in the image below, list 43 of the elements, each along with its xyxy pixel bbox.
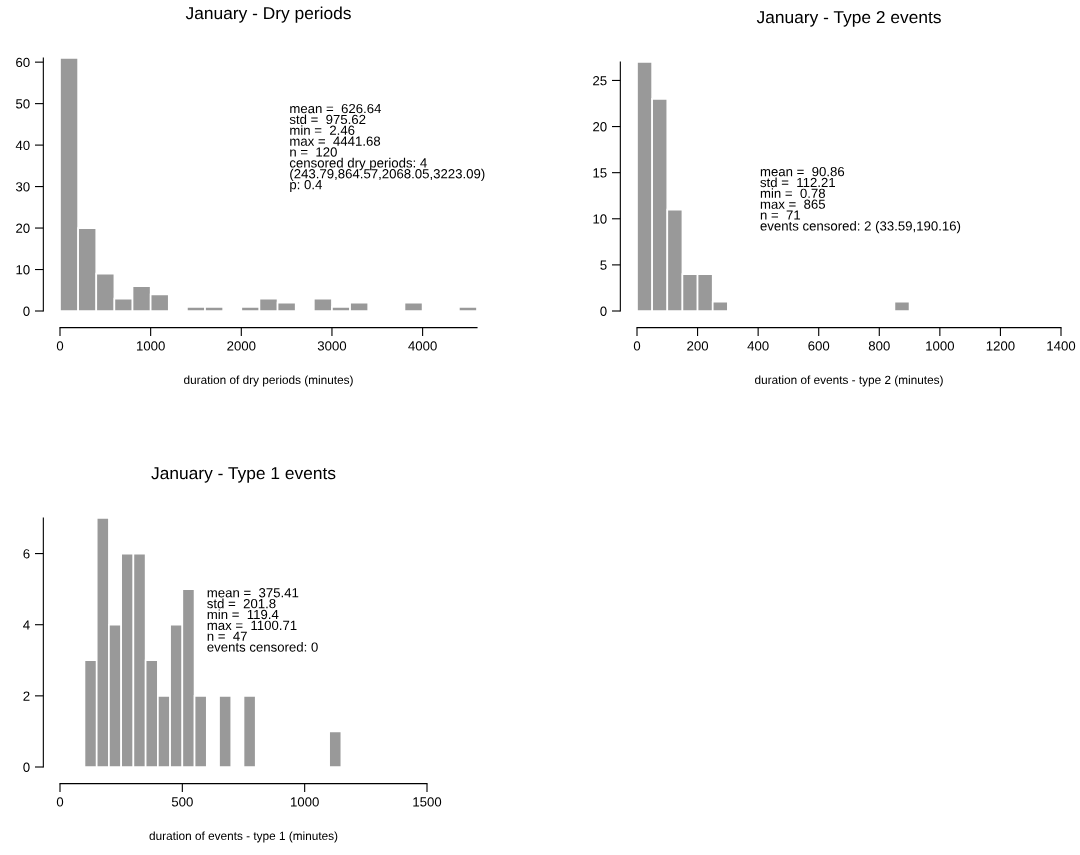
chart-title: January - Dry periods [185,6,351,23]
y-tick-label: 10 [16,265,30,275]
x-tick-label: 1000 [291,797,319,807]
x-tick-label: 4000 [408,341,437,351]
y-tick-label: 0 [23,306,30,316]
x-tick-label: 0 [56,341,64,351]
y-tick-label: 20 [593,122,607,132]
y-tick-label: 4 [23,620,30,630]
y-tick-label: 0 [23,762,30,772]
x-axis-title: duration of events - type 2 (minutes) [755,375,943,387]
y-tick-label: 10 [593,214,607,224]
y-tick-label: 60 [16,57,30,68]
x-tick-label: 200 [687,341,709,351]
x-axis-title: duration of dry periods (minutes) [184,375,353,387]
x-tick-label: 800 [868,341,890,351]
y-tick-label: 15 [593,168,607,178]
x-tick-label: 400 [747,341,769,351]
x-tick-label: 0 [633,341,641,351]
annotation: mean = 626.64 std = 975.62 min = 2.46 max = 4441.68 n = 120 censored dry periods: 4 (243.79,864.57,2068.05,3223.09) p: 0.4 [289,103,485,192]
y-tick-label: 6 [23,549,30,559]
x-tick-label: 2000 [227,341,256,351]
y-tick-label: 20 [16,223,30,233]
x-tick-label: 1200 [986,341,1015,351]
y-tick-label: 40 [15,140,30,151]
annotation: mean = 375.41 std = 201.8 min = 119.4 max = 1100.71 n = 47 events censored: 0 [207,588,318,652]
y-tick-label: 30 [15,182,30,192]
chart-title: January - Type 2 events [756,10,941,27]
x-tick-label: 1500 [413,797,442,807]
x-tick-label: 1000 [926,341,955,351]
x-tick-label: 500 [171,797,193,807]
x-tick-label: 600 [808,341,830,351]
y-tick-label: 5 [600,260,607,270]
x-tick-label: 1000 [136,341,165,351]
chart-title: January - Type 1 events [151,467,336,483]
x-axis-title: duration of events - type 1 (minutes) [149,831,338,843]
y-tick-label: 0 [600,306,607,316]
x-tick-label: 0 [56,797,64,807]
annotation: mean = 90.86 std = 112.21 min = 0.78 max = 865 n = 71 events censored: 2 (33.59,190.16) [760,166,961,234]
x-tick-label: 1400 [1047,341,1076,351]
y-tick-label: 50 [15,99,30,109]
x-tick-label: 3000 [317,341,347,351]
y-tick-label: 25 [593,76,607,86]
y-tick-label: 2 [23,691,30,701]
